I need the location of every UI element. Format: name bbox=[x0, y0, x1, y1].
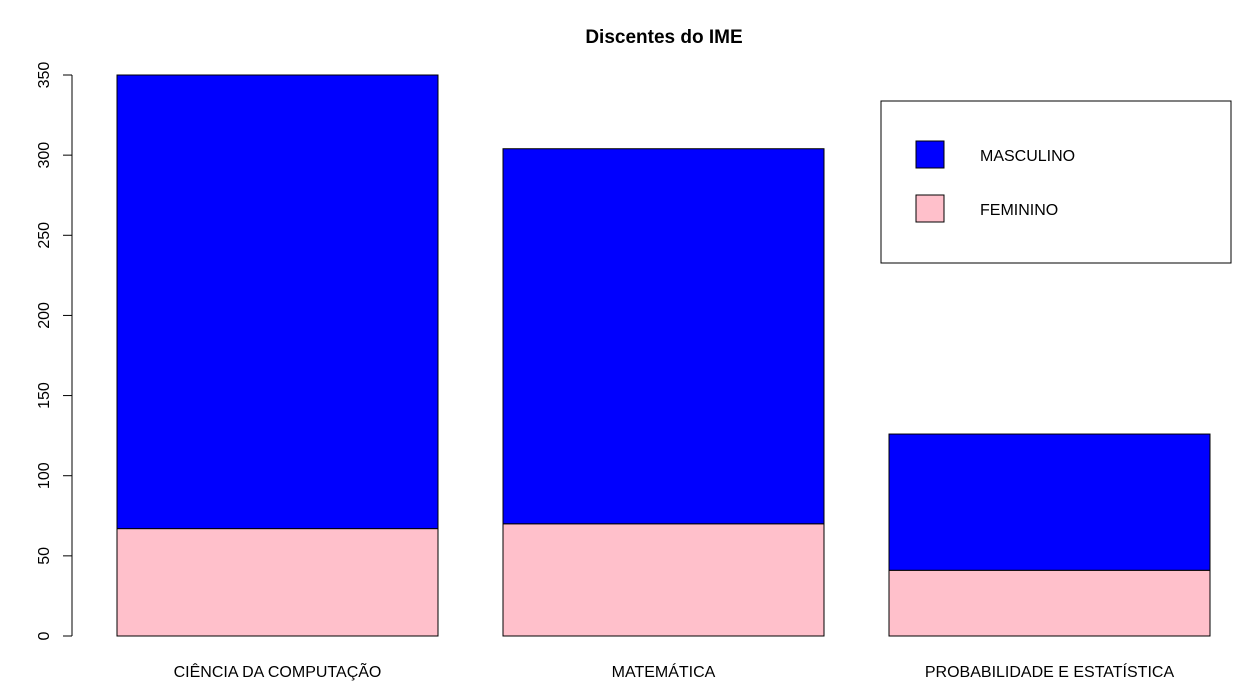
x-category-label: PROBABILIDADE E ESTATÍSTICA bbox=[925, 662, 1175, 681]
y-tick-label: 100 bbox=[36, 462, 53, 489]
bar-segment-feminino bbox=[888, 569, 1211, 637]
y-tick-label: 300 bbox=[36, 142, 53, 169]
legend-swatch bbox=[915, 194, 945, 223]
y-tick-label: 50 bbox=[36, 547, 53, 565]
y-axis: 0 50 100 150 200 250 300 350 bbox=[36, 62, 73, 640]
bar-segment-feminino bbox=[502, 523, 825, 637]
x-axis-labels: CIÊNCIA DA COMPUTAÇÃO MATEMÁTICA PROBABILI… bbox=[174, 661, 1175, 681]
bar-segment-masculino bbox=[888, 433, 1211, 571]
y-tick-label: 200 bbox=[36, 302, 53, 329]
y-tick-label: 350 bbox=[36, 62, 53, 89]
legend-swatch bbox=[915, 140, 945, 169]
chart-title: Discentes do IME bbox=[585, 27, 742, 48]
legend-label: FEMININO bbox=[980, 202, 1058, 219]
bar-segment-feminino bbox=[116, 528, 439, 637]
bar-segment-masculino bbox=[116, 74, 439, 530]
y-tick-label: 150 bbox=[36, 382, 53, 409]
legend-box bbox=[880, 100, 1232, 264]
bars bbox=[116, 74, 1211, 637]
legend: MASCULINO FEMININO bbox=[880, 100, 1232, 264]
legend-label: MASCULINO bbox=[980, 148, 1075, 165]
x-category-label: CIÊNCIA DA COMPUTAÇÃO bbox=[174, 661, 382, 681]
x-category-label: MATEMÁTICA bbox=[612, 662, 716, 681]
bar-segment-masculino bbox=[502, 148, 825, 525]
y-tick-label: 250 bbox=[36, 222, 53, 249]
y-tick-label: 0 bbox=[36, 631, 53, 640]
